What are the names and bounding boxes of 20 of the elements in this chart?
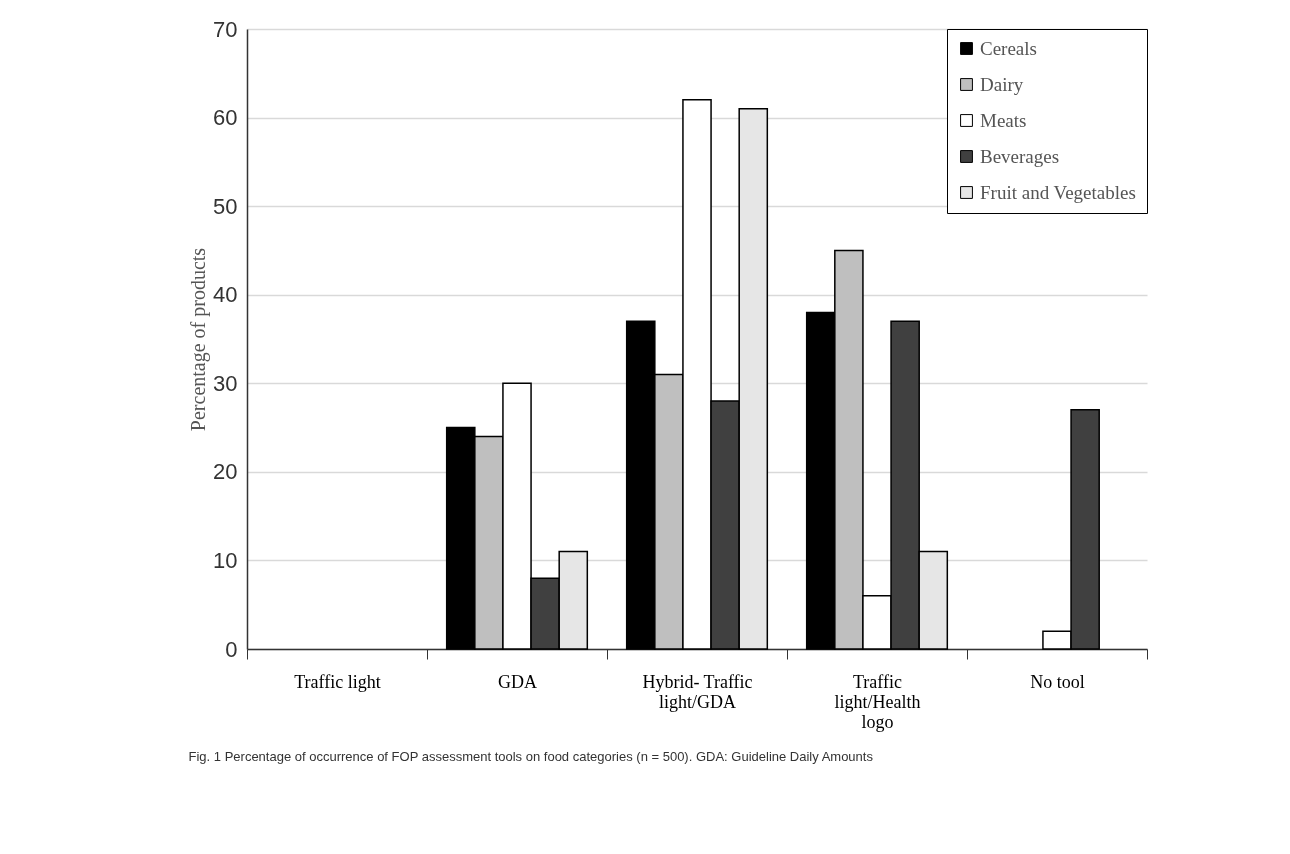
y-tick-label: 20 bbox=[213, 459, 238, 485]
legend-label: Fruit and Vegetables bbox=[980, 181, 1136, 203]
legend-label: Dairy bbox=[980, 73, 1024, 95]
y-tick-label: 30 bbox=[213, 370, 238, 396]
y-tick-label: 50 bbox=[213, 193, 238, 219]
x-tick-label: No tool bbox=[1030, 671, 1085, 692]
caption: Fig. 1 Percentage of occurrence of FOP assessment tools on food categories (n = 500). GDA: Guideline Daily Amounts bbox=[188, 749, 874, 764]
y-axis-title: Percentage of products bbox=[187, 247, 211, 432]
x-tick-label: Traffic light/Health logo bbox=[834, 671, 921, 732]
legend-label: Meats bbox=[980, 109, 1027, 131]
y-tick-label: 70 bbox=[213, 16, 238, 42]
legend-label: Beverages bbox=[980, 145, 1060, 167]
y-tick-label: 40 bbox=[213, 282, 238, 308]
y-tick-label: 10 bbox=[213, 547, 238, 573]
x-tick-label: Traffic light bbox=[294, 671, 381, 692]
y-tick-label: 0 bbox=[225, 636, 238, 662]
legend-label: Cereals bbox=[980, 37, 1037, 59]
y-tick-label: 60 bbox=[213, 105, 238, 131]
x-tick-label: GDA bbox=[498, 671, 537, 692]
x-tick-label: Hybrid- Traffic light/GDA bbox=[642, 671, 753, 712]
